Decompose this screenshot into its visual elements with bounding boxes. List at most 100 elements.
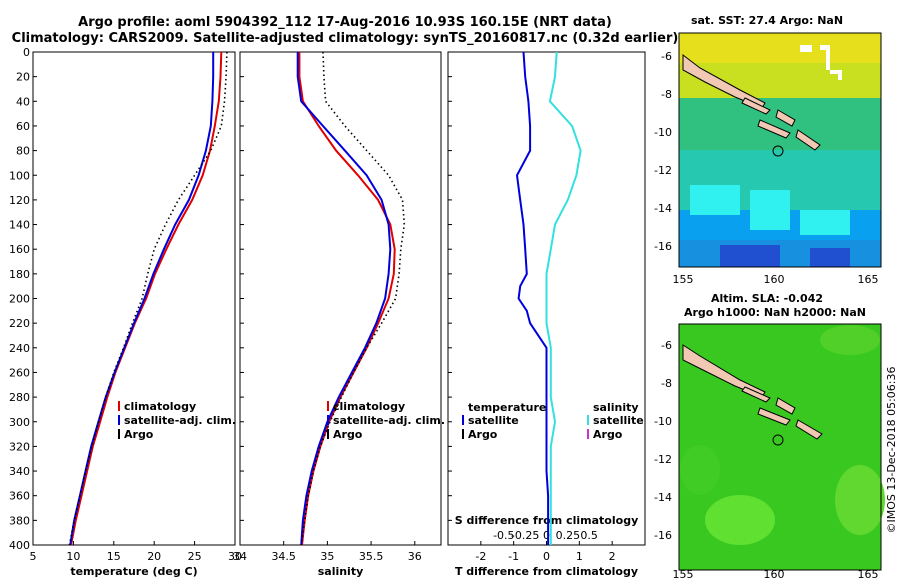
x-tick-label: 36 <box>408 550 422 563</box>
plot-frame <box>32 51 236 546</box>
legend-argo: Argo <box>333 428 363 441</box>
x-tick-label: 35.5 <box>359 550 384 563</box>
y-tick-label: 60 <box>16 120 30 133</box>
legend-satellite-adj: satellite-adj. clim. <box>124 414 236 427</box>
y-tick-label: 160 <box>9 243 30 256</box>
climatology-line <box>70 51 223 546</box>
x-tick-label: 35 <box>320 550 334 563</box>
svg-text:-6: -6 <box>661 339 672 352</box>
difference-legend: temperature satellite Argo salinity sate… <box>462 401 644 441</box>
y-tick-label: 180 <box>9 268 30 281</box>
svg-text:-16: -16 <box>654 240 672 253</box>
sst-map-yticks: -6 -8 -10 -12 -14 -16 <box>654 50 672 253</box>
legend-argo: Argo <box>124 428 154 441</box>
svg-text:-16: -16 <box>654 529 672 542</box>
y-tick-label: 400 <box>9 539 30 552</box>
svg-text:155: 155 <box>673 273 694 286</box>
x-tick-label: 30 <box>228 550 242 563</box>
plot-frame <box>239 51 442 546</box>
svg-text:155: 155 <box>673 568 694 580</box>
x-axis-label: salinity <box>318 565 364 578</box>
sla-map-yticks: -6 -8 -10 -12 -14 -16 <box>654 339 672 542</box>
x-axis-label: T difference from climatology <box>455 565 638 578</box>
y-tick-label: 20 <box>16 71 30 84</box>
legend-salinity-title: salinity <box>593 401 639 414</box>
svg-text:165: 165 <box>858 568 879 580</box>
svg-text:-14: -14 <box>654 491 672 504</box>
sla-map-title1: Altim. SLA: -0.042 <box>711 292 823 305</box>
y-tick-label: 120 <box>9 194 30 207</box>
svg-text:-12: -12 <box>654 164 672 177</box>
y-tick-label: 360 <box>9 490 30 503</box>
legend-sal-argo: Argo <box>593 428 623 441</box>
y-tick-label: 100 <box>9 169 30 182</box>
climatology-line <box>298 52 396 546</box>
sla-map-xticks: 155 160 165 <box>673 568 879 581</box>
legend-temp-argo: Argo <box>468 428 498 441</box>
y-tick-label: 200 <box>9 293 30 306</box>
top-x-tick-label: -0.25 <box>511 529 539 542</box>
satellite-adj-clim--line <box>69 52 215 546</box>
sla-map-title2: Argo h1000: NaN h2000: NaN <box>684 306 866 319</box>
svg-text:-8: -8 <box>661 377 672 390</box>
temperature-profile-panel: 0 20 40 60 80 100 120 140 160 180 200 220 240 260 280 3… <box>9 46 242 578</box>
y-tick-label: 300 <box>9 416 30 429</box>
salinity-profile-panel: 34 34.5 35 35.5 36 salinity <box>233 51 442 578</box>
satellite-adj-clim--line <box>296 52 392 546</box>
y-tick-label: 140 <box>9 219 30 232</box>
legend-climatology: climatology <box>124 400 196 413</box>
figure-title-line2: Climatology: CARS2009. Satellite-adjuste… <box>12 31 679 46</box>
temperature-satellite-line <box>515 51 550 545</box>
sla-map: Altim. SLA: -0.042 Argo h1000: NaN h2000… <box>654 292 885 581</box>
svg-text:-6: -6 <box>661 50 672 63</box>
x-tick-label: 1 <box>576 550 583 563</box>
top-x-tick-label: 0 <box>543 529 550 542</box>
svg-text:-10: -10 <box>654 126 672 139</box>
x-tick-label: -1 <box>508 550 519 563</box>
legend-temperature-title: temperature <box>468 401 546 414</box>
top-x-tick-label: 0.5 <box>580 529 598 542</box>
y-tick-label: 0 <box>23 46 30 59</box>
salinity-legend: climatology satellite-adj. clim. Argo <box>327 400 445 441</box>
top-x-tick-label: 0.25 <box>556 529 581 542</box>
svg-text:160: 160 <box>764 568 785 580</box>
y-tick-label: 220 <box>9 317 30 330</box>
sst-map: sat. SST: 27.4 Argo: NaN -6 -8 -10 -12 -… <box>654 14 882 286</box>
top-x-tick-label: -0.5 <box>493 529 514 542</box>
x-tick-label: 0 <box>543 550 550 563</box>
y-tick-label: 80 <box>16 145 30 158</box>
x-tick-label: 20 <box>147 550 161 563</box>
difference-profile-panel: -2 -1 0 1 2 T difference from climatology S di… <box>447 51 646 578</box>
y-tick-label: 40 <box>16 95 30 108</box>
x-tick-label: 34 <box>233 550 247 563</box>
x-tick-label: 25 <box>188 550 202 563</box>
sst-map-title: sat. SST: 27.4 Argo: NaN <box>691 14 843 27</box>
top-x-axis-label: S difference from climatology <box>455 514 639 527</box>
y-tick-label: 240 <box>9 342 30 355</box>
imos-watermark: ©IMOS 13-Dec-2018 05:06:36 <box>885 367 898 534</box>
x-tick-label: 34.5 <box>271 550 296 563</box>
legend-climatology: climatology <box>333 400 405 413</box>
svg-text:-10: -10 <box>654 415 672 428</box>
svg-text:-14: -14 <box>654 202 672 215</box>
x-tick-label: 2 <box>609 550 616 563</box>
salinity-satellite-line <box>545 51 582 545</box>
svg-text:-12: -12 <box>654 453 672 466</box>
sst-map-xticks: 155 160 165 <box>673 273 879 286</box>
argo-line <box>68 51 228 546</box>
legend-sal-satellite: satellite <box>593 414 644 427</box>
svg-text:165: 165 <box>858 273 879 286</box>
x-tick-label: 10 <box>66 550 80 563</box>
temperature-legend: climatology satellite-adj. clim. Argo <box>118 400 236 441</box>
x-tick-label: 15 <box>107 550 121 563</box>
y-tick-label: 280 <box>9 391 30 404</box>
y-tick-label: 320 <box>9 440 30 453</box>
x-tick-label: 5 <box>30 550 37 563</box>
legend-temp-satellite: satellite <box>468 414 519 427</box>
x-axis-label: temperature (deg C) <box>70 565 197 578</box>
y-tick-label: 260 <box>9 366 30 379</box>
x-tick-label: -2 <box>475 550 486 563</box>
y-tick-label: 340 <box>9 465 30 478</box>
figure-title-line1: Argo profile: aoml 5904392_112 17-Aug-20… <box>78 15 612 30</box>
